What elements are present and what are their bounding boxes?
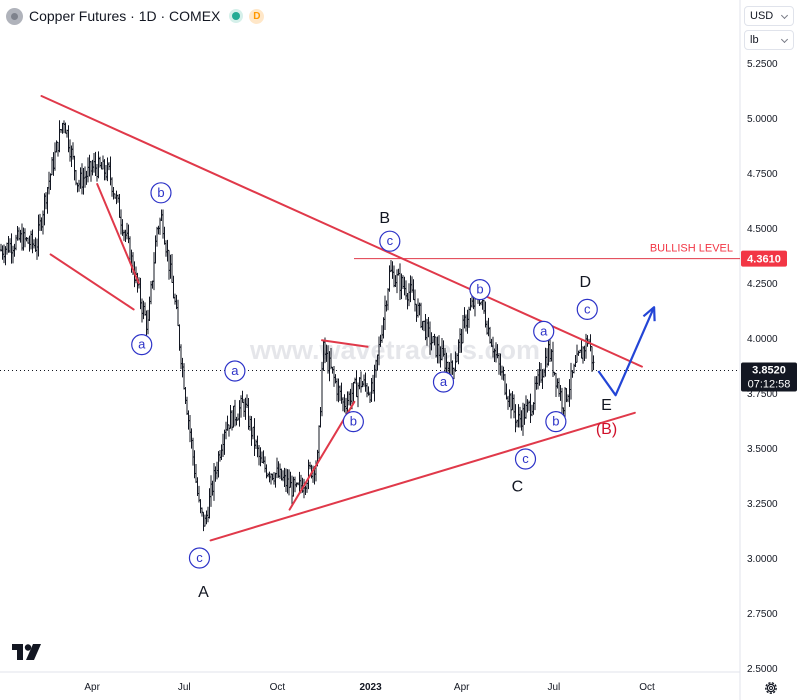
bullish-level-tag	[741, 250, 787, 267]
wave-label-minor: b	[350, 414, 357, 429]
wave-label-minor: c	[584, 301, 591, 316]
symbol-header[interactable]: Copper Futures · 1D · COMEX D	[6, 5, 265, 27]
wave-label-circle	[150, 182, 172, 204]
trendline[interactable]	[209, 411, 636, 542]
chevron-down-icon	[780, 35, 789, 44]
last-price-value: 3.8520	[752, 365, 786, 377]
arrow-head-icon	[642, 306, 656, 322]
last-price-badge	[741, 362, 797, 392]
wave-label-minor: b	[476, 282, 483, 297]
time-tick-label: Jul	[547, 682, 560, 693]
wave-label-major: D	[579, 274, 591, 291]
time-tick-label: Oct	[270, 682, 286, 693]
price-tick-label: 3.0000	[747, 554, 778, 565]
time-tick-label: Apr	[84, 682, 100, 693]
trendline[interactable]	[49, 253, 135, 311]
wave-label-major: C	[512, 478, 524, 495]
wave-label-minor: c	[387, 233, 394, 248]
time-tick-label: Apr	[454, 682, 470, 693]
wave-label-circle	[379, 230, 401, 252]
unit-selector[interactable]: lb	[744, 30, 794, 50]
wave-label-minor: b	[552, 414, 559, 429]
price-tick-label: 4.7500	[747, 169, 778, 180]
price-axis[interactable]: 5.2500 5.0000 4.7500 4.5000 4.2500 4.0000 3.75…	[747, 59, 778, 675]
wave-labels: B D A C E (B) a b c a b c a b c a b c	[131, 182, 617, 601]
projection-arrow	[597, 306, 656, 397]
wave-label-degree: (B)	[596, 421, 617, 438]
projection-path	[597, 306, 656, 397]
gear-icon[interactable]	[763, 680, 779, 696]
wave-label-major: A	[198, 584, 209, 601]
wave-label-minor: a	[138, 337, 146, 352]
price-tick-label: 2.5000	[747, 664, 778, 675]
chevron-down-icon	[780, 11, 789, 20]
price-tick-label: 3.7500	[747, 389, 778, 400]
bar-countdown: 07:12:58	[748, 379, 791, 391]
time-tick-label: 2023	[359, 682, 382, 693]
unit-value: lb	[750, 34, 759, 46]
symbol-title[interactable]: Copper Futures · 1D · COMEX	[29, 8, 221, 24]
price-tick-label: 4.2500	[747, 279, 778, 290]
wave-label-circle	[342, 411, 364, 433]
price-tick-label: 3.5000	[747, 444, 778, 455]
wave-label-circle	[131, 334, 153, 356]
bullish-level-label: BULLISH LEVEL	[650, 243, 733, 255]
price-bars	[0, 120, 595, 532]
wave-label-circle	[188, 547, 211, 569]
wave-label-minor: a	[440, 374, 448, 389]
price-tick-label: 4.5000	[747, 224, 778, 235]
wave-label-circle	[432, 371, 455, 393]
symbol-logo-icon	[6, 7, 23, 25]
wave-label-circle	[576, 298, 598, 320]
last-price-tag: 3.8520 07:12:58	[741, 362, 797, 392]
trendlines[interactable]	[40, 95, 643, 542]
time-tick-label: Jul	[178, 682, 191, 693]
wave-label-circle	[533, 320, 555, 342]
currency-selector[interactable]: USD	[744, 6, 794, 26]
wave-label-minor: c	[522, 451, 529, 466]
market-status-icon	[232, 12, 241, 20]
wave-label-minor: a	[540, 323, 548, 338]
wave-label-circle	[545, 411, 567, 433]
tradingview-logo-icon[interactable]	[12, 643, 42, 661]
trendline[interactable]	[96, 183, 140, 284]
wave-label-circle	[469, 279, 491, 301]
trendline[interactable]	[320, 339, 369, 348]
price-tick-label: 5.0000	[747, 114, 778, 125]
price-tick-label: 2.7500	[747, 609, 778, 620]
price-tick-label: 4.0000	[747, 334, 778, 345]
bullish-level: BULLISH LEVEL 4.3610	[354, 243, 787, 267]
time-tick-label: Oct	[639, 682, 655, 693]
wave-label-minor: a	[231, 363, 239, 378]
price-tick-label: 5.2500	[747, 59, 778, 70]
delayed-data-badge[interactable]: D	[249, 8, 265, 24]
wave-label-circle	[514, 448, 537, 470]
wave-label-minor: c	[196, 550, 203, 565]
wave-label-major: E	[601, 397, 612, 414]
wave-label-major: B	[379, 210, 390, 227]
wave-label-circle	[224, 360, 246, 382]
bullish-level-value: 4.3610	[747, 254, 781, 266]
wave-label-minor: b	[157, 185, 164, 200]
currency-value: USD	[750, 10, 774, 22]
time-axis[interactable]: Apr Jul Oct 2023 Apr Jul Oct	[84, 682, 655, 693]
price-tick-label: 3.2500	[747, 499, 778, 510]
